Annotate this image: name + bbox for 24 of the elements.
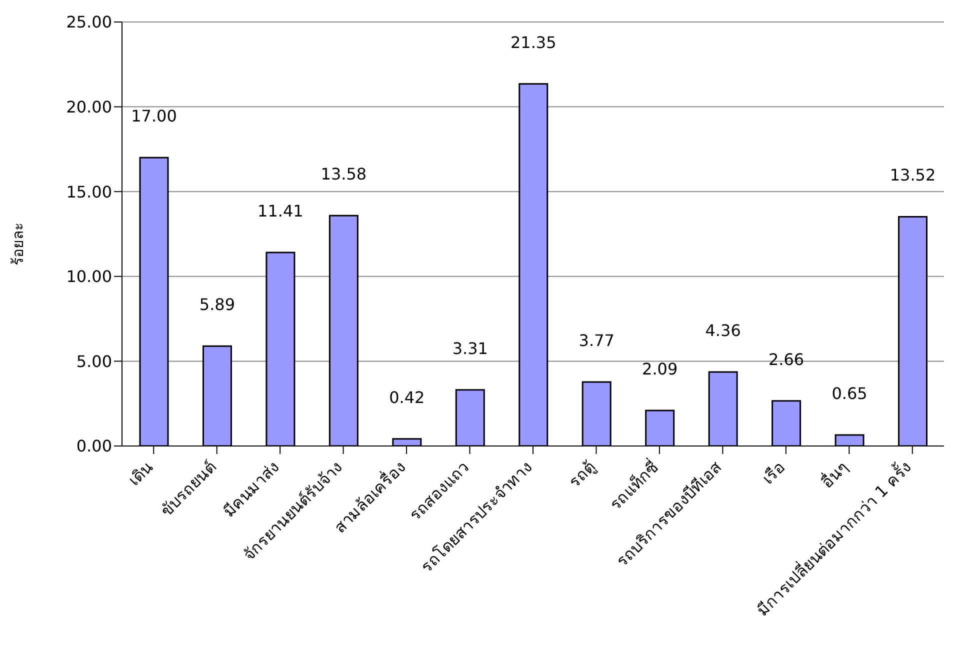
x-tick-label: รถตู้ [565, 457, 600, 492]
data-label: 0.42 [389, 388, 425, 407]
y-tick-label: 25.00 [66, 12, 112, 32]
data-label: 4.36 [705, 321, 741, 340]
data-label: 5.89 [199, 295, 236, 314]
y-axis-title: ร้อยละ [8, 222, 28, 266]
y-tick-label: 0.00 [76, 436, 112, 456]
y-tick-label: 20.00 [66, 97, 112, 116]
data-label: 2.66 [768, 350, 804, 369]
data-label: 13.52 [890, 166, 936, 185]
data-label: 2.09 [642, 360, 678, 379]
y-tick-label: 10.00 [66, 267, 112, 286]
x-tick-label: อื่นๆ [816, 456, 852, 492]
data-label: 13.58 [320, 164, 367, 184]
data-label: 11.41 [258, 201, 304, 220]
data-label: 0.65 [832, 384, 868, 403]
data-label: 3.77 [578, 331, 614, 350]
y-tick-label: 5.00 [76, 352, 112, 371]
data-label: 17.00 [131, 106, 177, 126]
y-tick-label: 15.00 [66, 182, 112, 202]
x-tick-label: เดิน [124, 457, 156, 490]
data-label: 21.35 [510, 32, 556, 52]
data-label: 3.31 [452, 338, 488, 358]
x-tick-label: เรือ [758, 457, 789, 488]
